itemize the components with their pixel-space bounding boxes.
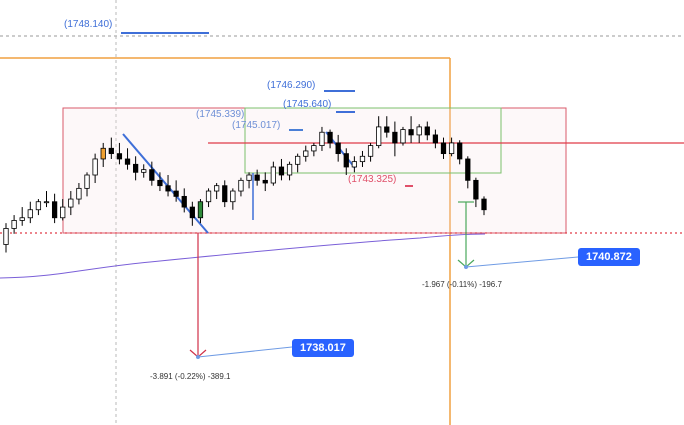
candle-body [116,153,123,160]
candle-body [197,201,204,219]
candle-body [457,142,463,160]
candle-body [408,129,414,136]
candle-body [11,220,17,229]
candle-body [149,169,155,181]
candle-body [68,198,74,208]
green-range-box[interactable] [244,107,502,174]
candle-body [440,142,447,155]
level-ticks [121,32,413,187]
candle-body [205,190,212,203]
candle-body [124,158,131,165]
candle-body [92,158,98,176]
candle-body [416,126,422,136]
measure-arrow-red [189,233,293,359]
candle-body [27,209,33,219]
level-label-1746290: (1746.290) [267,80,315,91]
candle-body [278,166,285,176]
level-label-1743325: (1743.325) [348,174,396,185]
candle-body [132,163,139,173]
candle-body [173,190,179,197]
candle-body [157,179,163,187]
candle-body [295,155,301,165]
candle-body [43,201,50,204]
candle-body [214,185,220,192]
candle-body [76,187,82,200]
price-tag-1740872[interactable]: 1740.872 [578,248,640,266]
candle-body [400,129,406,144]
candle-body [100,147,106,160]
candle-body [481,198,487,211]
candle-body [351,161,358,168]
candle-body [376,126,382,147]
candle-body [262,179,268,184]
candle-body [311,145,317,152]
candle-body [448,142,455,155]
measure-arrow-green [457,201,579,269]
level-labels: (1748.140) (1746.290) (1745.640) (1745.3… [64,19,396,185]
candle-body [359,155,366,163]
candle-body [303,150,309,157]
level-label-1748140: (1748.140) [64,19,112,30]
level-label-1745017: (1745.017) [232,120,280,131]
candle-body [286,163,293,176]
moving-average-line [0,233,486,279]
candle-body [246,174,252,181]
candle-body [367,145,374,157]
candle-body [270,166,276,184]
measure-note-green: -1.967 (-0.11%) -196.7 [422,280,502,289]
candle-body [392,131,398,144]
candle-body [181,195,187,208]
candles [3,116,487,253]
candle-body [384,126,390,133]
candle-body [473,179,479,200]
candle-body [432,134,439,144]
candle-body [230,190,236,203]
candle-body [327,131,333,144]
candle-body [424,126,430,136]
candle-body [60,206,66,219]
candle-body [84,174,90,189]
orange-range-lines [0,57,451,425]
candle-body [141,169,147,173]
candle-body [51,201,58,219]
red-range-box[interactable] [62,107,567,234]
candle-body [465,158,471,181]
candle-body [222,185,228,203]
candle-body [238,179,244,192]
candle-body [319,131,325,147]
candle-body [343,153,349,168]
candle-body [335,142,341,155]
measure-note-red: -3.891 (-0.22%) -389.1 [150,372,231,381]
candle-body [189,206,195,219]
level-label-1745339: (1745.339) [196,109,244,120]
candle-body [3,228,9,245]
candle-body [19,217,25,221]
price-tag-1738017[interactable]: 1738.017 [292,339,354,357]
candle-body [35,201,42,211]
candle-body [165,185,171,192]
candle-body [108,147,114,155]
candle-body [254,174,260,181]
level-label-1745640: (1745.640) [283,99,331,110]
